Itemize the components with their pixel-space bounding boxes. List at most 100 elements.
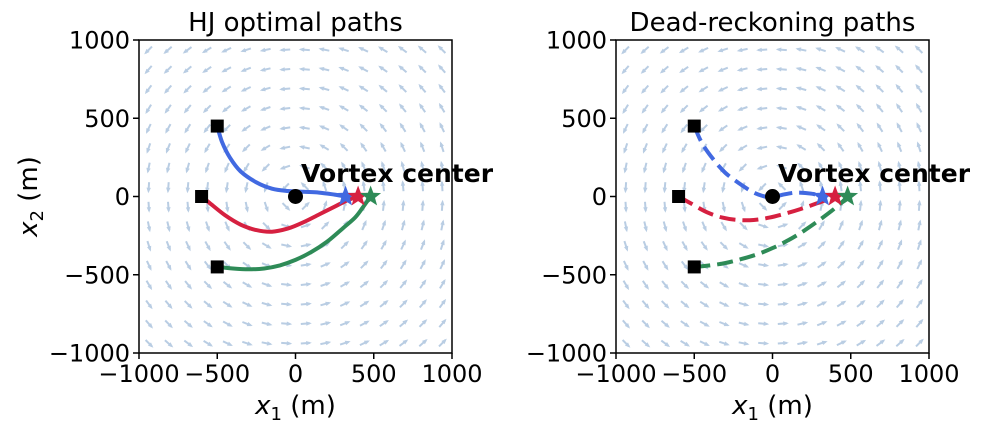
field-arrow <box>719 281 730 288</box>
field-arrow <box>738 282 750 287</box>
field-arrow <box>775 86 787 91</box>
field-arrow <box>758 243 770 248</box>
field-arrow <box>378 103 388 113</box>
field-arrow <box>816 143 826 152</box>
field-arrow <box>876 319 886 328</box>
field-arrow <box>166 221 171 233</box>
y-ticks: −1000 −500 0 500 1000 <box>526 27 616 368</box>
field-arrow <box>717 86 729 92</box>
x-axis-label-unit: (m) <box>759 391 813 421</box>
field-arrow <box>897 180 902 192</box>
field-arrow <box>360 260 369 269</box>
field-arrow <box>440 219 445 231</box>
field-arrow <box>281 202 291 211</box>
field-arrow <box>660 339 671 348</box>
y-tick-label: −1000 <box>49 340 130 368</box>
field-arrow <box>242 241 252 250</box>
field-arrow <box>756 86 768 92</box>
field-arrow <box>320 162 329 172</box>
field-arrow <box>818 220 825 231</box>
field-arrow <box>836 123 845 132</box>
field-arrow <box>756 164 768 170</box>
field-arrow <box>717 105 728 112</box>
field-arrow <box>203 280 213 290</box>
field-arrow <box>298 86 310 91</box>
field-arrow <box>165 260 172 271</box>
field-arrow <box>338 66 349 72</box>
field-arrow <box>259 67 271 72</box>
field-arrow <box>895 299 904 309</box>
field-arrow <box>419 122 426 133</box>
field-arrow <box>736 86 748 92</box>
field-arrow <box>916 141 922 153</box>
field-arrow <box>398 65 408 74</box>
panel-title: HJ optimal paths <box>188 8 403 38</box>
field-arrow <box>662 162 668 174</box>
field-arrow <box>855 65 865 73</box>
field-arrow <box>897 219 902 231</box>
field-arrow <box>643 162 648 174</box>
field-arrow <box>261 341 273 346</box>
field-arrow <box>381 219 386 231</box>
field-arrow <box>817 240 826 250</box>
field-arrow <box>185 143 191 154</box>
field-arrow <box>818 161 825 172</box>
field-arrow <box>399 122 407 133</box>
field-arrow <box>381 199 386 211</box>
field-arrow <box>420 219 425 231</box>
field-arrow <box>678 46 689 54</box>
field-arrow <box>242 301 253 307</box>
field-arrow <box>777 223 789 229</box>
field-arrow <box>320 262 331 268</box>
field-arrow <box>318 86 330 92</box>
field-arrow <box>279 106 291 111</box>
field-arrow <box>279 126 291 131</box>
field-arrow <box>339 340 351 346</box>
field-arrow <box>165 143 171 154</box>
field-arrow <box>164 319 173 329</box>
start-square-marker <box>210 119 224 133</box>
field-arrow <box>816 340 828 346</box>
field-arrow <box>281 321 293 326</box>
field-arrow <box>838 161 844 172</box>
field-arrow <box>223 241 231 251</box>
field-arrow <box>222 281 233 289</box>
field-arrow <box>205 221 210 232</box>
field-arrow <box>876 122 884 133</box>
field-arrow <box>876 279 885 289</box>
field-arrow <box>398 339 409 347</box>
field-arrow <box>381 161 386 172</box>
field-arrow <box>836 320 847 327</box>
field-arrow <box>144 339 154 348</box>
field-arrow <box>379 320 389 328</box>
field-arrow <box>361 161 367 172</box>
x-axis-label-unit: (m) <box>282 391 336 421</box>
field-arrow <box>244 182 249 194</box>
field-arrow <box>738 321 750 326</box>
field-arrow <box>682 162 687 174</box>
field-arrow <box>420 180 425 192</box>
field-arrow <box>698 85 709 93</box>
field-arrow <box>719 241 729 250</box>
field-arrow <box>203 123 211 134</box>
x-ticks: −1000 −500 0 500 1000 <box>98 353 483 388</box>
field-arrow <box>662 182 667 194</box>
x-axis-label-var: x <box>254 391 271 421</box>
field-arrow <box>399 279 408 289</box>
field-arrow <box>399 103 407 113</box>
field-arrow <box>185 162 191 174</box>
x-axis-label: x1 (m) <box>254 391 336 425</box>
vector-field <box>621 45 924 348</box>
field-arrow <box>642 143 648 154</box>
field-arrow <box>438 83 446 94</box>
start-square-marker <box>195 190 209 203</box>
field-arrow <box>661 260 669 271</box>
field-arrow <box>858 219 863 231</box>
field-arrow <box>640 46 650 54</box>
x-ticks: −1000 −500 0 500 1000 <box>575 353 960 388</box>
field-arrow <box>877 239 883 250</box>
field-arrow <box>681 143 688 154</box>
field-arrow <box>378 65 388 73</box>
field-arrow <box>202 104 212 114</box>
field-arrow <box>260 106 271 111</box>
